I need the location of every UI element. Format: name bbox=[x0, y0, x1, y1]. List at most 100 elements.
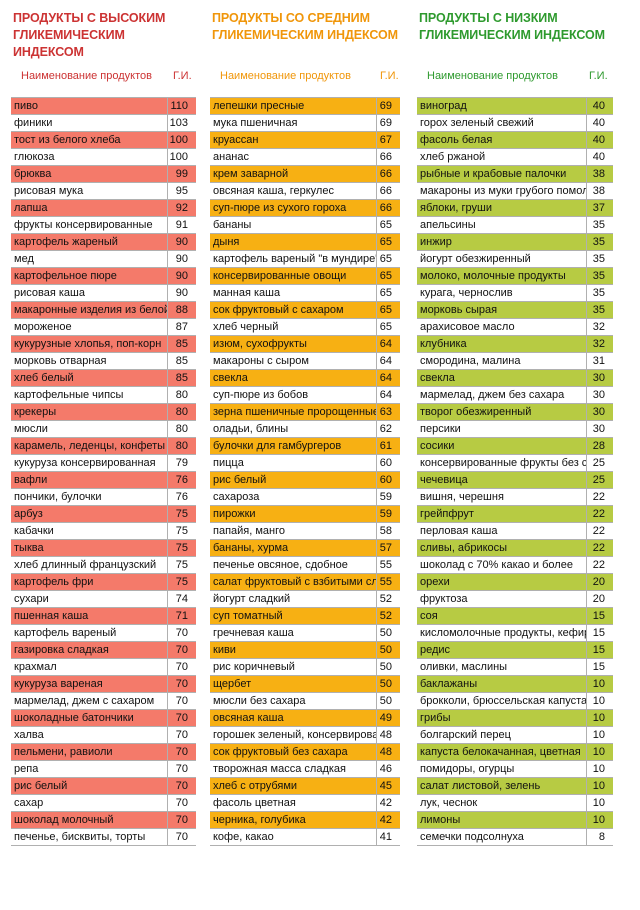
product-name: рыбные и крабовые палочки bbox=[417, 166, 587, 182]
gi-header: Г.И. bbox=[380, 70, 399, 82]
gi-value: 80 bbox=[175, 406, 188, 418]
gi-value: 75 bbox=[175, 542, 188, 554]
gi-value: 75 bbox=[175, 559, 188, 571]
product-name: молоко, молочные продукты bbox=[417, 268, 587, 284]
product-name: картофель фри bbox=[11, 574, 168, 590]
gi-value: 66 bbox=[379, 185, 392, 197]
gi-value: 58 bbox=[379, 525, 392, 537]
gi-value: 59 bbox=[379, 508, 392, 520]
gi-value: 110 bbox=[170, 100, 188, 112]
low-gi-header: Наименование продуктов Г.И. bbox=[417, 68, 613, 84]
table-row: сок фруктовый без сахара 48 bbox=[210, 744, 400, 761]
gi-value: 10 bbox=[592, 797, 605, 809]
gi-value: 74 bbox=[175, 593, 188, 605]
table-row: хлеб ржаной 40 bbox=[417, 149, 613, 166]
table-row: картофельное пюре 90 bbox=[11, 268, 196, 285]
product-name: папайя, манго bbox=[210, 523, 377, 539]
gi-value: 87 bbox=[175, 321, 188, 333]
product-name: бананы, хурма bbox=[210, 540, 377, 556]
table-row: репа 70 bbox=[11, 761, 196, 778]
product-name: помидоры, огурцы bbox=[417, 761, 587, 777]
product-name: соя bbox=[417, 608, 587, 624]
gi-value: 75 bbox=[175, 576, 188, 588]
product-name: консервированные фрукты без сахара bbox=[417, 455, 587, 471]
gi-value: 92 bbox=[175, 202, 188, 214]
gi-value: 32 bbox=[592, 338, 605, 350]
product-name: гречневая каша bbox=[210, 625, 377, 641]
table-row: картофель жареный 90 bbox=[11, 234, 196, 251]
table-row: шоколад с 70% какао и более 22 bbox=[417, 557, 613, 574]
gi-value: 46 bbox=[379, 763, 392, 775]
gi-value: 40 bbox=[592, 151, 605, 163]
product-name: шоколад молочный bbox=[11, 812, 168, 828]
gi-value: 35 bbox=[592, 236, 605, 248]
table-row: соя 15 bbox=[417, 608, 613, 625]
gi-value: 15 bbox=[592, 644, 605, 656]
product-name: киви bbox=[210, 642, 377, 658]
product-name: орехи bbox=[417, 574, 587, 590]
gi-value: 85 bbox=[175, 338, 188, 350]
gi-value: 70 bbox=[175, 627, 188, 639]
product-name: фрукты консервированные bbox=[11, 217, 168, 233]
table-row: молоко, молочные продукты 35 bbox=[417, 268, 613, 285]
mid-gi-title: ПРОДУКТЫ СО СРЕДНИМ ГЛИКЕМИЧЕСКИМ ИНДЕКС… bbox=[212, 11, 398, 42]
gi-value: 90 bbox=[175, 270, 188, 282]
gi-value: 30 bbox=[592, 406, 605, 418]
product-name: кофе, какао bbox=[210, 829, 377, 845]
mid-gi-table: лепешки пресные 69 мука пшеничная 69 круасса… bbox=[210, 97, 400, 846]
product-name: перловая каша bbox=[417, 523, 587, 539]
gi-value: 10 bbox=[592, 712, 605, 724]
table-row: манная каша 65 bbox=[210, 285, 400, 302]
product-name: морковь отварная bbox=[11, 353, 168, 369]
gi-value: 65 bbox=[379, 304, 392, 316]
table-row: сливы, абрикосы 22 bbox=[417, 540, 613, 557]
product-name: чечевица bbox=[417, 472, 587, 488]
table-row: лук, чеснок 10 bbox=[417, 795, 613, 812]
product-name: лепешки пресные bbox=[210, 98, 377, 114]
gi-value: 90 bbox=[175, 287, 188, 299]
gi-value: 10 bbox=[592, 729, 605, 741]
product-name: черника, голубика bbox=[210, 812, 377, 828]
high-gi-title: ПРОДУКТЫ С ВЫСОКИМ ГЛИКЕМИЧЕСКИМ ИНДЕКСО… bbox=[13, 11, 166, 59]
table-row: лепешки пресные 69 bbox=[210, 98, 400, 115]
product-name: репа bbox=[11, 761, 168, 777]
gi-value: 63 bbox=[379, 406, 392, 418]
gi-value: 70 bbox=[175, 831, 188, 843]
product-name: капуста белокачанная, цветная bbox=[417, 744, 587, 760]
gi-value: 49 bbox=[379, 712, 392, 724]
table-row: кофе, какао 41 bbox=[210, 829, 400, 846]
gi-value: 35 bbox=[592, 270, 605, 282]
product-name-header: Наименование продуктов bbox=[220, 70, 351, 82]
gi-value: 35 bbox=[592, 304, 605, 316]
gi-value: 70 bbox=[175, 797, 188, 809]
product-name: пицца bbox=[210, 455, 377, 471]
gi-value: 50 bbox=[379, 695, 392, 707]
gi-value: 41 bbox=[379, 831, 392, 843]
table-row: макаронные изделия из белой му 88 bbox=[11, 302, 196, 319]
gi-value: 66 bbox=[379, 151, 392, 163]
gi-value: 40 bbox=[592, 117, 605, 129]
table-row: клубника 32 bbox=[417, 336, 613, 353]
table-row: курага, чернослив 35 bbox=[417, 285, 613, 302]
table-row: рис коричневый 50 bbox=[210, 659, 400, 676]
product-name: баклажаны bbox=[417, 676, 587, 692]
gi-value: 8 bbox=[598, 831, 605, 843]
table-row: морковь сырая 35 bbox=[417, 302, 613, 319]
product-name: оладьи, блины bbox=[210, 421, 377, 437]
gi-value: 85 bbox=[175, 372, 188, 384]
table-row: перловая каша 22 bbox=[417, 523, 613, 540]
table-row: суп-пюре из бобов 64 bbox=[210, 387, 400, 404]
table-row: мармелад, джем без сахара 30 bbox=[417, 387, 613, 404]
table-row: пирожки 59 bbox=[210, 506, 400, 523]
product-name: картофель вареный "в мундире" bbox=[210, 251, 377, 267]
gi-value: 55 bbox=[379, 576, 392, 588]
gi-value: 20 bbox=[592, 593, 605, 605]
gi-value: 70 bbox=[175, 644, 188, 656]
product-name: изюм, сухофрукты bbox=[210, 336, 377, 352]
table-row: йогурт обезжиренный 35 bbox=[417, 251, 613, 268]
product-name: манная каша bbox=[210, 285, 377, 301]
product-name: финики bbox=[11, 115, 168, 131]
table-row: дыня 65 bbox=[210, 234, 400, 251]
product-name: пшенная каша bbox=[11, 608, 168, 624]
gi-value: 30 bbox=[592, 389, 605, 401]
